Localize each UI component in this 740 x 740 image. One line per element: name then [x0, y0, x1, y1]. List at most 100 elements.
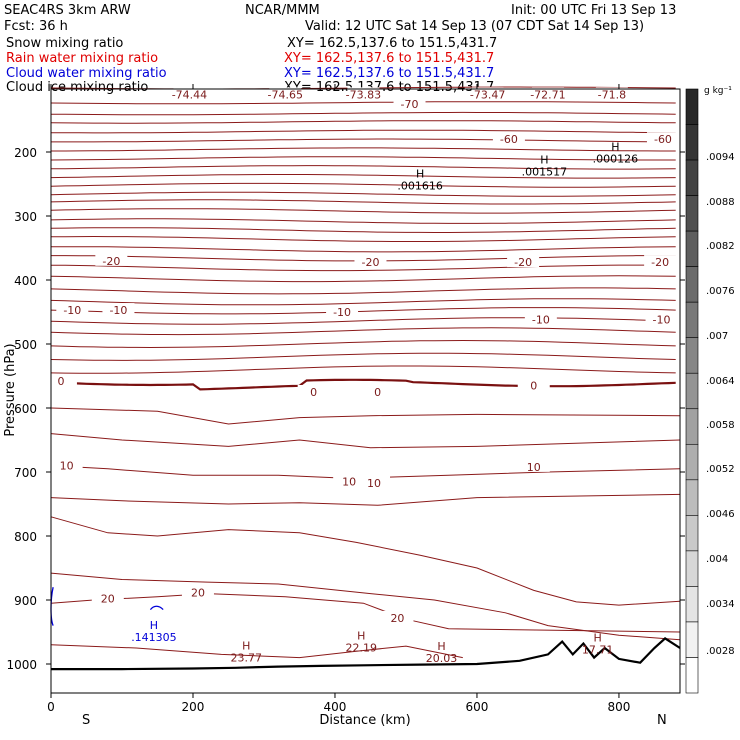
colorbar-tick-label: .0082: [706, 241, 735, 252]
temperature-contour-label: -10: [333, 306, 351, 319]
isotherm-line: [50, 101, 676, 105]
contour-label-bg: [361, 385, 394, 397]
legend-snow-xy: XY= 162.5,137.6 to 151.5,431.7: [287, 36, 498, 51]
isotherm-lines: [50, 86, 681, 671]
colorbar-tick-label: .0028: [706, 646, 735, 657]
temperature-contour-label: -70: [401, 98, 419, 111]
isotherm-line: [50, 165, 676, 170]
isotherm-line: [50, 275, 676, 283]
temperature-contour-label: -20: [361, 256, 379, 269]
extremum-marker: H: [437, 640, 445, 653]
contour-label-bg: [524, 312, 557, 325]
extremum-marker: H: [540, 154, 548, 167]
colorbar-segment: [685, 195, 699, 232]
colorbar-segment: [685, 230, 699, 267]
contour-label-bg: [354, 255, 387, 268]
colorbar-segment: [685, 372, 699, 410]
contour-label-bg: [95, 253, 128, 266]
temperature-contour-label: 20: [390, 612, 404, 625]
y-tick-label: 600: [14, 402, 37, 416]
valid-label: Valid: 12 UTC Sat 14 Sep 13 (07 CDT Sat …: [305, 19, 645, 34]
colorbar-units: g kg⁻¹: [704, 86, 732, 96]
temperature-contour-label: -74.65: [268, 88, 303, 101]
temperature-contour-label: 20: [191, 586, 205, 599]
isotherm-line: [50, 644, 463, 659]
colorbar-segment: [685, 586, 699, 623]
legend-rain-xy: XY= 162.5,137.6 to 151.5,431.7: [284, 51, 495, 66]
isotherm-line: [50, 235, 676, 242]
extremum-marker: H: [242, 639, 250, 652]
y-tick-label: 1000: [6, 658, 37, 672]
contour-label-bg: [393, 97, 426, 109]
isotherm-line: [50, 317, 676, 325]
temperature-contour-label: -10: [532, 314, 550, 327]
contour-label-bg: [645, 312, 678, 325]
legend-cloud-water-xy: XY= 162.5,137.6 to 151.5,431.7: [284, 66, 495, 81]
colorbar: .0094 .0088 .0082 .0076 .007 .0064 .0058 .0052.…: [685, 88, 735, 694]
temperature-contour-label: 0: [530, 380, 537, 393]
y-axis-title: Pressure (hPa): [3, 343, 18, 436]
isotherm-line: [50, 174, 676, 179]
temperature-contour-label: 10: [527, 461, 541, 474]
colorbar-segment: [685, 266, 699, 303]
extremum-value: .000126: [593, 153, 639, 166]
colorbar-tick-label: .0046: [706, 509, 735, 520]
north-end-label: N: [657, 713, 667, 728]
colorbar-segment: [685, 443, 699, 481]
extremum-value: 20.03: [426, 652, 458, 665]
extremum-value: 17.71: [582, 644, 614, 657]
isotherm-line: [50, 218, 676, 224]
x-tick-label: 0: [47, 700, 55, 714]
extremum-marker: H: [594, 632, 602, 645]
colorbar-segment: [685, 515, 699, 552]
y-tick-label: 900: [14, 594, 37, 608]
temperature-contour-label: 10: [60, 460, 74, 473]
x-tick-label: 800: [607, 700, 630, 714]
colorbar-segment: [685, 159, 699, 196]
isotherm-line: [50, 191, 676, 197]
contour-label-bg: [333, 474, 366, 487]
legend-snow-name: Snow mixing ratio: [6, 36, 124, 51]
freezing-level-line: [50, 378, 676, 391]
temperature-contour-label: 10: [367, 477, 381, 490]
temperature-contour-label: -74.44: [172, 88, 207, 101]
contour-label-bg: [56, 303, 89, 316]
south-end-label: S: [82, 713, 90, 728]
x-tick-label: 400: [324, 700, 347, 714]
y-tick-label: 500: [14, 338, 37, 352]
colorbar-segment: [685, 88, 699, 125]
org-label: NCAR/MMM: [245, 3, 320, 18]
isotherm-line: [50, 407, 681, 425]
isotherm-line: [50, 593, 681, 633]
isotherm-line: [50, 433, 681, 449]
extremum-marker: H: [150, 619, 158, 632]
extremum-value: .001517: [522, 166, 568, 179]
contour-label-bg: [595, 87, 628, 100]
chart-marks: -74.44 -74.65 -73.83 -70 -73.47 -72.71 -71.8 -6…: [44, 87, 679, 665]
colorbar-segment: [685, 124, 699, 161]
temperature-contour-label: -73.83: [346, 88, 381, 101]
isotherm-line: [50, 264, 676, 272]
isotherm-line: [50, 352, 676, 361]
x-axis-title: Distance (km): [319, 713, 410, 728]
contour-label-bg: [358, 475, 391, 488]
colorbar-segment: [685, 479, 699, 516]
extremum-value: .001616: [397, 180, 443, 193]
isotherm-line: [50, 246, 676, 253]
contour-label-bg: [102, 303, 135, 316]
contour-label-bg: [326, 305, 359, 317]
plot-frame: [50, 88, 681, 694]
isotherm-line: [50, 516, 681, 606]
colorbar-segment: [685, 337, 699, 374]
contour-label-bg: [531, 87, 564, 100]
fcst-label: Fcst: 36 h: [4, 19, 68, 34]
surface-terrain-line: [51, 637, 681, 671]
y-tick-label: 800: [14, 530, 37, 544]
contour-label-bg: [517, 459, 550, 472]
extremum-value: 22.19: [345, 642, 377, 655]
colorbar-tick-label: .0052: [706, 464, 735, 475]
extremum-marker: H: [611, 141, 619, 154]
colorbar-segment: [685, 657, 699, 694]
legend-rain-name: Rain water mixing ratio: [6, 51, 159, 66]
